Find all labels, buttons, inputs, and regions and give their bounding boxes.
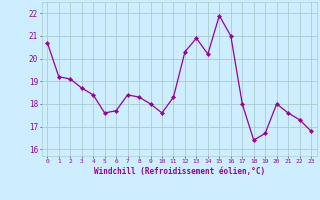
X-axis label: Windchill (Refroidissement éolien,°C): Windchill (Refroidissement éolien,°C): [94, 167, 265, 176]
